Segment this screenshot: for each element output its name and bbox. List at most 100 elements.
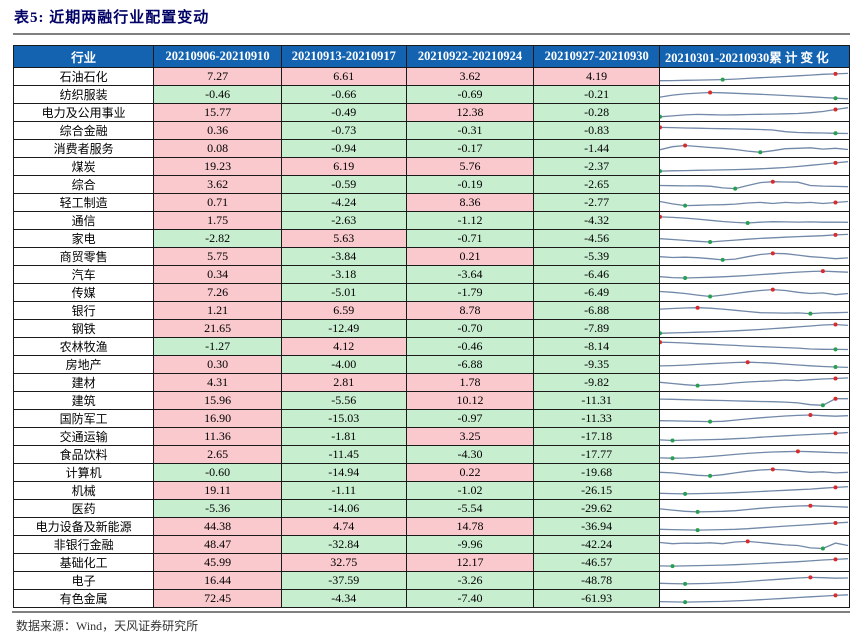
value-cell: -0.94 [280,139,407,158]
value-cell: 15.77 [153,103,282,122]
max-point-dot [770,287,775,292]
table-row: 非银行金融 48.47 -32.84 -9.96 -42.24 [12,535,850,554]
cumulative-change-sparkline [660,557,849,569]
table-row: 建材 4.31 2.81 1.78 -9.82 [12,373,850,392]
min-point-dot [670,456,675,461]
value-cell: -26.15 [533,481,661,500]
cumulative-change-sparkline [660,431,849,443]
min-point-dot [660,114,663,119]
industry-cell: 电力及公用事业 [12,103,155,122]
value-cell: -2.65 [533,175,661,194]
value-cell: -0.59 [280,175,407,194]
min-point-dot [733,186,738,191]
sparkline-cell [659,211,850,230]
value-cell: -14.06 [280,499,407,518]
value-cell: -11.33 [533,409,661,428]
value-cell: 10.12 [405,391,535,410]
table-row: 钢铁 21.65 -12.49 -0.70 -7.89 [12,319,850,338]
value-cell: 4.12 [280,337,407,356]
cumulative-change-sparkline [660,71,849,82]
min-point-dot [670,564,675,569]
value-cell: -0.46 [405,337,535,356]
value-cell: -5.56 [280,391,407,410]
value-cell: 12.38 [405,103,535,122]
sparkline-cell [659,445,850,464]
industry-cell: 非银行金融 [12,535,155,554]
table-row: 纺织服装 -0.46 -0.66 -0.69 -0.21 [12,85,850,104]
table-row: 国防军工 16.90 -15.03 -0.97 -11.33 [12,409,850,428]
sparkline-cell [659,103,850,122]
value-cell: -4.56 [533,229,661,248]
min-point-dot [708,240,713,244]
sparkline-cell [659,265,850,284]
sparkline-cell [659,553,850,572]
sparkline-cell [659,409,850,428]
min-point-dot [695,383,700,388]
column-header: 20210922-20210924 [405,45,535,68]
max-point-dot [833,376,838,381]
industry-cell: 商贸零售 [12,247,155,266]
cumulative-change-sparkline [660,575,849,586]
industry-cell: 房地产 [12,355,155,374]
column-header: 20210913-20210917 [280,45,407,68]
value-cell: 7.26 [153,283,282,302]
table-row: 综合 3.62 -0.59 -0.19 -2.65 [12,175,850,194]
industry-cell: 钢铁 [12,319,155,338]
min-point-dot [683,491,688,496]
max-point-dot [770,179,775,184]
value-cell: -3.64 [405,265,535,284]
value-cell: 0.30 [153,355,282,374]
max-point-dot [770,251,775,256]
cumulative-change-sparkline [660,305,849,316]
value-cell: -0.70 [405,319,535,338]
value-cell: 0.34 [153,265,282,284]
max-point-dot [833,71,838,76]
value-cell: 1.78 [405,373,535,392]
table-row: 商贸零售 5.75 -3.84 0.21 -5.39 [12,247,850,266]
industry-cell: 医药 [12,499,155,518]
cumulative-change-sparkline [660,593,849,605]
industry-cell: 电力设备及新能源 [12,517,155,536]
min-point-dot [683,203,688,208]
value-cell: 14.78 [405,517,535,536]
value-cell: -0.83 [533,121,661,140]
table-row: 传媒 7.26 -5.01 -1.79 -6.49 [12,283,850,302]
cumulative-change-sparkline [660,90,849,101]
industry-cell: 电子 [12,571,155,590]
value-cell: -8.14 [533,337,661,356]
industry-cell: 食品饮料 [12,445,155,464]
max-point-dot [833,521,838,525]
value-cell: -3.84 [280,247,407,266]
value-cell: -3.26 [405,571,535,590]
sparkline-cell [659,337,850,356]
value-cell: -0.69 [405,85,535,104]
min-point-dot [758,150,763,155]
cumulative-change-sparkline [660,107,849,119]
industry-cell: 有色金属 [12,589,155,608]
value-cell: 44.38 [153,517,282,536]
value-cell: -5.39 [533,247,661,266]
value-cell: -7.40 [405,589,535,608]
value-cell: 12.17 [405,553,535,572]
industry-cell: 家电 [12,229,155,248]
table-row: 交通运输 11.36 -1.81 3.25 -17.18 [12,427,850,446]
table-row: 银行 1.21 6.59 8.78 -6.88 [12,301,850,320]
value-cell: 48.47 [153,535,282,554]
max-point-dot [745,539,750,544]
value-cell: -2.37 [533,157,661,176]
sparkline-cell [659,229,850,248]
sparkline-cell [659,175,850,194]
value-cell: 2.65 [153,445,282,464]
value-cell: -1.81 [280,427,407,446]
value-cell: -5.01 [280,283,407,302]
value-cell: 15.96 [153,391,282,410]
value-cell: -9.96 [405,535,535,554]
industry-cell: 计算机 [12,463,155,482]
value-cell: -12.49 [280,319,407,338]
sparkline-cell [659,589,850,608]
max-point-dot [695,305,700,310]
column-header: 行业 [12,45,155,68]
table-row: 综合金融 0.36 -0.73 -0.31 -0.83 [12,121,850,140]
value-cell: 11.36 [153,427,282,446]
value-cell: 19.11 [153,481,282,500]
